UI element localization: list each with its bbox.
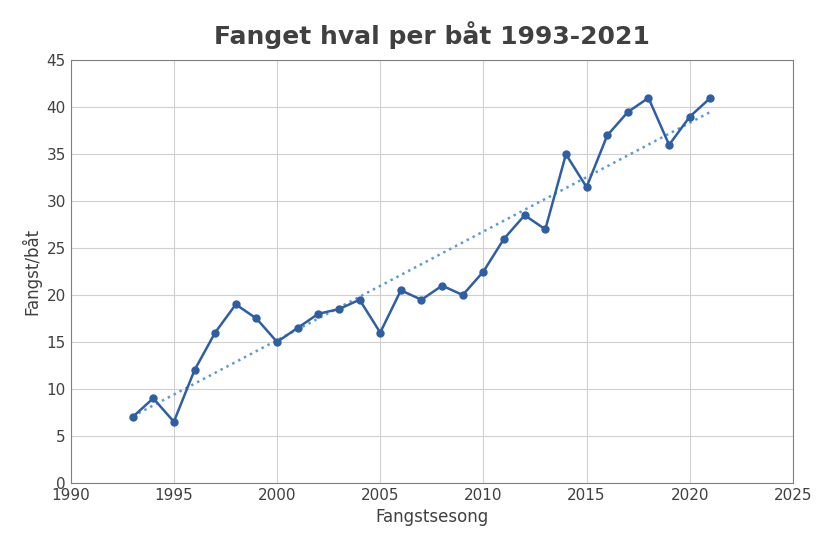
Y-axis label: Fangst/båt: Fangst/båt bbox=[21, 228, 41, 315]
X-axis label: Fangstsesong: Fangstsesong bbox=[375, 508, 488, 526]
Title: Fanget hval per båt 1993-2021: Fanget hval per båt 1993-2021 bbox=[214, 21, 650, 49]
